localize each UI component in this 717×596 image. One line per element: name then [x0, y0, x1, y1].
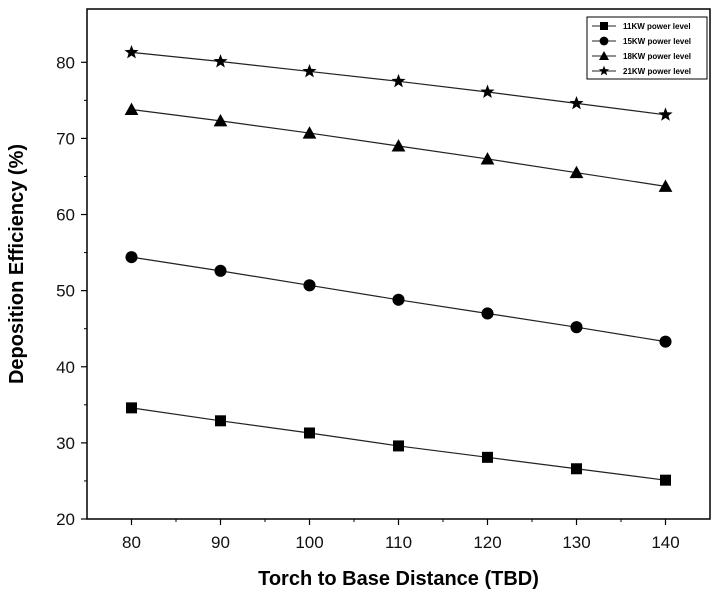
data-point-triangle	[213, 114, 228, 127]
data-point-star	[569, 95, 584, 110]
data-point-circle	[481, 307, 494, 320]
data-point-circle	[392, 293, 405, 306]
legend-marker-star	[598, 65, 610, 76]
legend-entry-label: 21KW power level	[623, 67, 691, 76]
data-point-triangle	[658, 179, 673, 192]
data-point-square	[660, 474, 671, 486]
y-tick-label: 20	[56, 510, 75, 529]
x-tick-label: 130	[562, 533, 590, 552]
data-point-square	[482, 451, 493, 463]
data-point-triangle	[391, 139, 406, 152]
y-tick-label: 40	[56, 358, 75, 377]
data-point-circle	[125, 251, 138, 264]
y-tick-label: 30	[56, 434, 75, 453]
data-point-triangle	[302, 126, 317, 139]
data-point-square	[126, 402, 137, 414]
y-axis-title: Deposition Efficiency (%)	[6, 144, 28, 384]
data-point-star	[391, 73, 406, 88]
data-point-star	[658, 107, 673, 121]
series-layer	[124, 44, 673, 486]
legend: 11KW power level 15KW power level 18KW pow…	[586, 16, 708, 80]
x-tick-label: 80	[122, 533, 141, 552]
legend-marker-circle	[599, 36, 609, 46]
legend-entry-label: 18KW power level	[623, 52, 691, 61]
legend-entry-label: 15KW power level	[623, 37, 691, 46]
x-tick-label: 120	[473, 533, 501, 552]
y-axis: 20 30 40 50 60 70 80	[56, 53, 87, 529]
data-point-triangle	[480, 152, 495, 165]
x-tick-label: 110	[385, 533, 412, 552]
data-point-triangle	[569, 165, 584, 179]
x-tick-label: 140	[651, 533, 679, 552]
x-axis-title: Torch to Base Distance (TBD)	[258, 568, 539, 590]
y-tick-label: 80	[56, 53, 75, 72]
data-point-circle	[303, 279, 316, 292]
data-point-star	[124, 44, 139, 59]
data-point-square	[215, 415, 226, 427]
data-point-square	[393, 440, 404, 452]
data-point-star	[213, 54, 228, 68]
x-axis: 80 90 100 110 120 130 140	[122, 519, 680, 552]
data-point-square	[304, 427, 315, 439]
legend-marker-triangle	[599, 51, 609, 60]
series-star	[124, 44, 673, 121]
x-tick-label: 100	[295, 533, 323, 552]
x-tick-label: 90	[211, 533, 230, 552]
data-point-circle	[214, 264, 227, 277]
data-point-star	[302, 63, 317, 78]
data-point-circle	[659, 335, 672, 348]
y-tick-label: 50	[56, 282, 75, 301]
data-point-circle	[570, 321, 583, 334]
data-point-triangle	[124, 102, 139, 115]
series-circle	[125, 251, 672, 348]
series-triangle	[124, 102, 673, 192]
legend-marker-square	[600, 22, 608, 30]
data-point-square	[571, 463, 582, 475]
data-point-star	[480, 84, 495, 98]
y-tick-label: 60	[56, 206, 75, 225]
legend-entry-label: 11KW power level	[623, 22, 691, 31]
series-square	[126, 402, 671, 486]
y-tick-label: 70	[56, 129, 75, 148]
